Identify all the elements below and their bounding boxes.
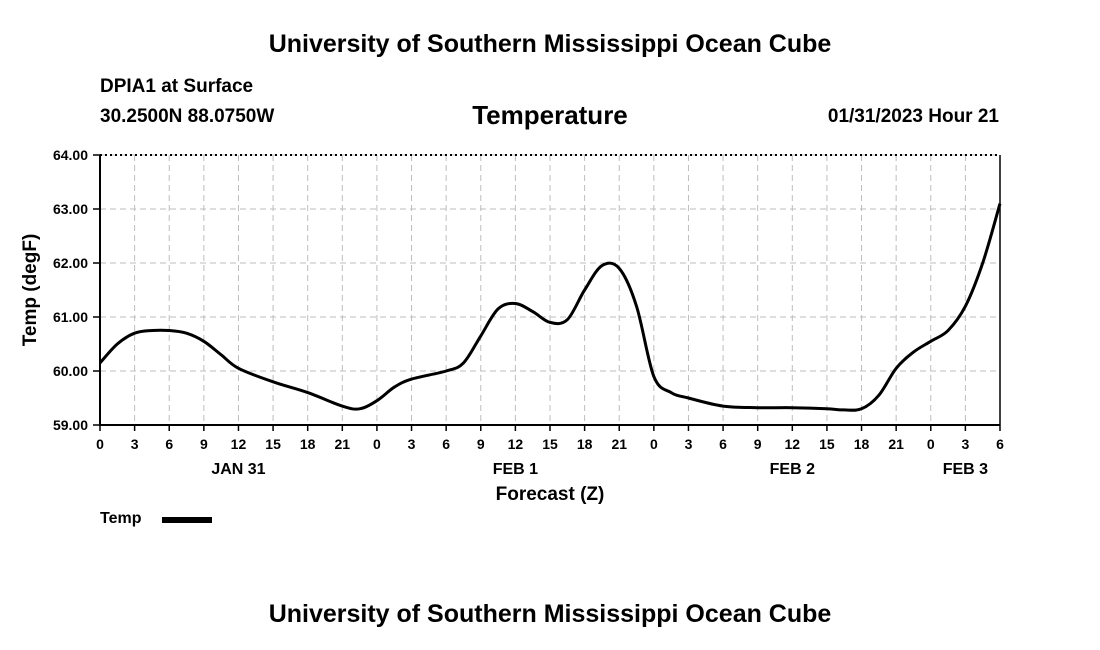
x-tick-label: 3 bbox=[685, 436, 693, 452]
x-tick-label: 6 bbox=[165, 436, 173, 452]
x-tick-label: 18 bbox=[854, 436, 870, 452]
x-tick-label: 18 bbox=[300, 436, 316, 452]
chart-title: Temperature bbox=[472, 100, 628, 130]
x-tick-label: 15 bbox=[265, 436, 281, 452]
x-tick-label: 15 bbox=[819, 436, 835, 452]
x-tick-label: 21 bbox=[611, 436, 627, 452]
legend-swatch bbox=[162, 517, 212, 523]
footer-title: University of Southern Mississippi Ocean… bbox=[268, 600, 832, 628]
y-tick-label: 62.00 bbox=[53, 255, 88, 271]
date-label: JAN 31 bbox=[211, 461, 265, 478]
date-label: FEB 3 bbox=[943, 461, 988, 478]
x-tick-label: 0 bbox=[373, 436, 381, 452]
x-tick-label: 12 bbox=[231, 436, 247, 452]
date-label: FEB 1 bbox=[493, 461, 538, 478]
x-tick-label: 0 bbox=[96, 436, 104, 452]
x-tick-label: 6 bbox=[996, 436, 1004, 452]
page-title: University of Southern Mississippi Ocean… bbox=[268, 30, 832, 58]
x-tick-label: 9 bbox=[200, 436, 208, 452]
y-tick-label: 61.00 bbox=[53, 309, 88, 325]
date-label: FEB 2 bbox=[770, 461, 815, 478]
x-tick-label: 3 bbox=[961, 436, 969, 452]
legend-label: Temp bbox=[100, 510, 142, 527]
x-tick-label: 15 bbox=[542, 436, 558, 452]
x-tick-label: 6 bbox=[719, 436, 727, 452]
x-tick-label: 21 bbox=[888, 436, 904, 452]
x-tick-label: 0 bbox=[927, 436, 935, 452]
x-tick-label: 3 bbox=[408, 436, 416, 452]
y-tick-label: 59.00 bbox=[53, 417, 88, 433]
y-tick-label: 64.00 bbox=[53, 147, 88, 163]
x-tick-label: 12 bbox=[785, 436, 801, 452]
x-tick-label: 9 bbox=[477, 436, 485, 452]
station-coordinates: 30.2500N 88.0750W bbox=[100, 106, 275, 127]
series-line-temp bbox=[98, 203, 1002, 412]
x-tick-label: 18 bbox=[577, 436, 593, 452]
y-tick-label: 63.00 bbox=[53, 201, 88, 217]
x-tick-label: 0 bbox=[650, 436, 658, 452]
x-axis-title: Forecast (Z) bbox=[496, 484, 605, 505]
forecast-datetime: 01/31/2023 Hour 21 bbox=[827, 106, 999, 127]
station-label: DPIA1 at Surface bbox=[100, 76, 254, 97]
x-tick-label: 6 bbox=[442, 436, 450, 452]
x-tick-label: 12 bbox=[508, 436, 524, 452]
x-tick-label: 3 bbox=[131, 436, 139, 452]
x-tick-label: 21 bbox=[335, 436, 351, 452]
y-tick-label: 60.00 bbox=[53, 363, 88, 379]
y-axis-title: Temp (degF) bbox=[20, 234, 41, 347]
x-tick-label: 9 bbox=[754, 436, 762, 452]
